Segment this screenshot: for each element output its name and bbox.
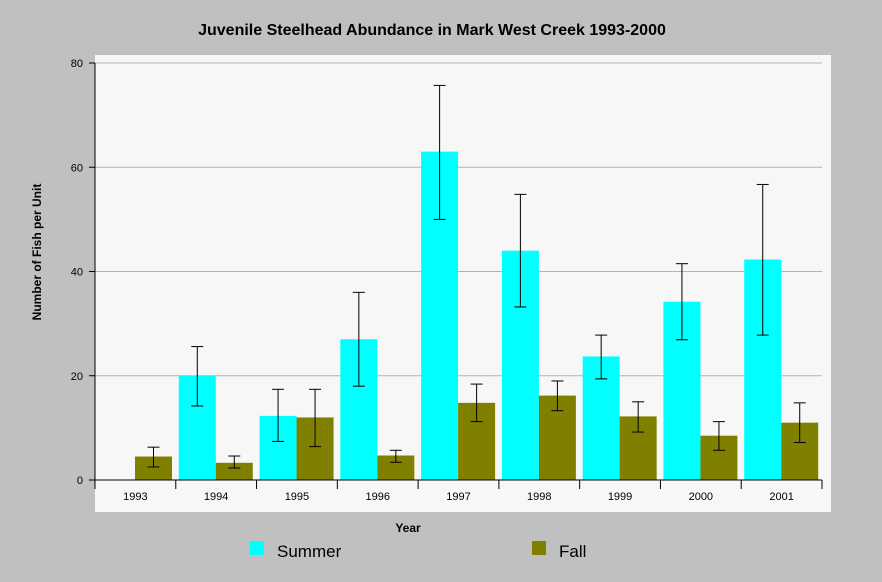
x-tick-label: 2000 [689,491,713,503]
legend-label-fall: Fall [559,542,586,561]
y-axis-label: Number of Fish per Unit [30,184,44,321]
x-tick-label: 2001 [769,491,793,503]
legend-label-summer: Summer [277,542,342,561]
chart-title: Juvenile Steelhead Abundance in Mark Wes… [198,22,666,39]
legend-swatch-fall [532,541,546,555]
bars [135,84,819,481]
bar-fall [135,456,172,480]
x-tick-label: 1996 [365,491,389,503]
legend-swatch-summer [250,541,264,555]
x-tick-label: 1999 [608,491,632,503]
y-tick-label: 20 [71,371,83,383]
gridlines [95,62,822,377]
legend: Summer Fall [250,541,586,561]
y-tick-label: 0 [77,475,83,487]
x-tick-label: 1995 [285,491,309,503]
y-tick-label: 80 [71,58,83,70]
y-tick-label: 40 [71,267,83,279]
x-tick-label: 1998 [527,491,551,503]
x-tick-label: 1997 [446,491,470,503]
bar-fall [215,462,253,480]
y-tick-label: 60 [71,162,83,174]
x-tick-label: 1993 [123,491,147,503]
axes: 0 20 40 60 80 1993 1994 1995 1996 1997 1998 1999 200… [71,58,823,503]
x-axis-label: Year [395,521,421,535]
x-tick-label: 1994 [204,491,228,503]
